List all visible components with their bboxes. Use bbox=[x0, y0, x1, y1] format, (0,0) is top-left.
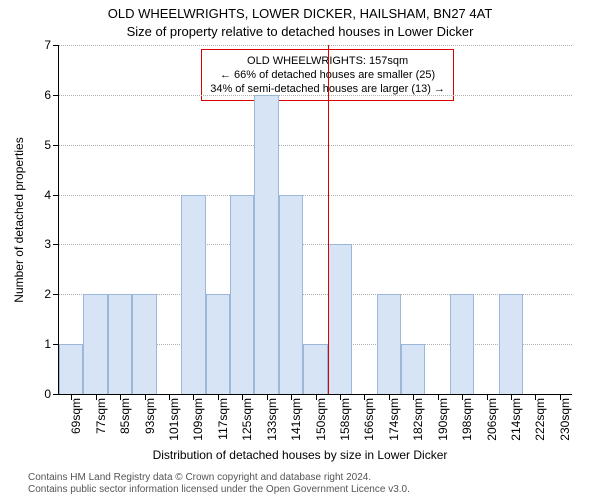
x-tick-label: 198sqm bbox=[461, 398, 473, 441]
y-tick-label: 3 bbox=[37, 238, 51, 250]
y-tick bbox=[53, 244, 58, 245]
bar bbox=[206, 294, 230, 394]
x-tick-label: 206sqm bbox=[486, 398, 498, 441]
x-tick-label: 117sqm bbox=[217, 398, 229, 440]
reference-line bbox=[328, 45, 329, 394]
x-tick-label: 125sqm bbox=[241, 398, 253, 441]
y-axis-label: Number of detached properties bbox=[12, 137, 26, 302]
y-tick-label: 7 bbox=[37, 39, 51, 51]
plot-area: OLD WHEELWRIGHTS: 157sqm ← 66% of detach… bbox=[58, 45, 572, 395]
bar bbox=[401, 344, 425, 394]
footer-attribution: Contains HM Land Registry data © Crown c… bbox=[28, 472, 410, 496]
gridline bbox=[59, 145, 572, 146]
bar bbox=[303, 344, 327, 394]
gridline bbox=[59, 45, 572, 46]
bar bbox=[132, 294, 156, 394]
x-tick-label: 174sqm bbox=[388, 398, 400, 441]
bar bbox=[450, 294, 474, 394]
chart-subtitle: Size of property relative to detached ho… bbox=[0, 24, 600, 39]
y-tick bbox=[53, 294, 58, 295]
y-tick bbox=[53, 95, 58, 96]
bar bbox=[108, 294, 132, 394]
x-tick-label: 77sqm bbox=[95, 398, 107, 434]
y-tick-label: 1 bbox=[37, 338, 51, 350]
bar bbox=[254, 95, 278, 394]
footer-line-1: Contains HM Land Registry data © Crown c… bbox=[28, 472, 410, 484]
x-tick-label: 214sqm bbox=[510, 398, 522, 441]
bar bbox=[377, 294, 401, 394]
gridline bbox=[59, 95, 572, 96]
x-tick-label: 222sqm bbox=[534, 398, 546, 441]
chart-title: OLD WHEELWRIGHTS, LOWER DICKER, HAILSHAM… bbox=[0, 6, 600, 21]
chart-container: OLD WHEELWRIGHTS, LOWER DICKER, HAILSHAM… bbox=[0, 0, 600, 500]
x-tick-label: 166sqm bbox=[363, 398, 375, 441]
x-axis-label: Distribution of detached houses by size … bbox=[0, 448, 600, 462]
bar bbox=[230, 195, 254, 394]
x-tick-label: 190sqm bbox=[437, 398, 449, 441]
gridline bbox=[59, 244, 572, 245]
gridline bbox=[59, 195, 572, 196]
y-tick-label: 0 bbox=[37, 388, 51, 400]
y-tick-label: 4 bbox=[37, 189, 51, 201]
bar bbox=[328, 244, 352, 394]
footer-line-2: Contains public sector information licen… bbox=[28, 484, 410, 496]
bar bbox=[499, 294, 523, 394]
x-tick-label: 182sqm bbox=[412, 398, 424, 441]
y-tick bbox=[53, 45, 58, 46]
y-tick bbox=[53, 394, 58, 395]
x-tick-label: 69sqm bbox=[70, 398, 82, 434]
x-tick-label: 230sqm bbox=[559, 398, 571, 441]
x-tick-label: 141sqm bbox=[290, 398, 302, 441]
y-tick-label: 5 bbox=[37, 139, 51, 151]
y-tick bbox=[53, 145, 58, 146]
x-tick-label: 133sqm bbox=[266, 398, 278, 441]
x-tick-label: 158sqm bbox=[339, 398, 351, 441]
x-tick-label: 101sqm bbox=[168, 398, 180, 441]
bar bbox=[59, 344, 83, 394]
y-tick bbox=[53, 344, 58, 345]
x-tick-label: 109sqm bbox=[192, 398, 204, 441]
bar bbox=[83, 294, 107, 394]
bar bbox=[279, 195, 303, 394]
x-tick-label: 150sqm bbox=[315, 398, 327, 441]
y-tick-label: 6 bbox=[37, 89, 51, 101]
y-tick bbox=[53, 195, 58, 196]
x-tick-label: 85sqm bbox=[119, 398, 131, 434]
x-tick-label: 93sqm bbox=[144, 398, 156, 434]
bar bbox=[181, 195, 205, 394]
y-tick-label: 2 bbox=[37, 288, 51, 300]
